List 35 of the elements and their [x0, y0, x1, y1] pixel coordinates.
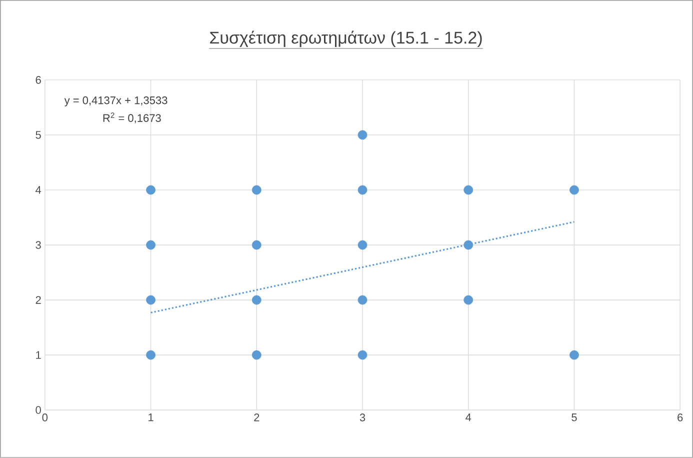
point — [146, 240, 156, 250]
annotation: y = 0,4137x + 1,3533 — [64, 96, 168, 106]
x-tick-label: 6 — [678, 414, 683, 422]
x-tick-label: 5 — [572, 414, 577, 422]
point — [464, 240, 474, 250]
point — [570, 185, 579, 195]
point — [464, 185, 474, 195]
point — [146, 295, 156, 305]
x-tick-label: 0 — [42, 414, 48, 422]
y-tick-label: 2 — [36, 296, 41, 304]
point — [464, 295, 474, 305]
annotation: R$^{2}$ = 0,1673 — [103, 112, 161, 124]
y-tick-label: 5 — [36, 131, 41, 139]
x-tick-label: 1 — [148, 414, 154, 422]
point — [570, 350, 579, 360]
point — [358, 350, 368, 360]
x-tick-label: 3 — [360, 414, 366, 422]
point — [146, 350, 156, 360]
point — [252, 240, 262, 250]
point — [146, 185, 156, 195]
y-tick-label: 6 — [36, 76, 41, 84]
chart-title: Συσχέτιση ερωτημάτων (15.1 - 15.2) — [210, 30, 482, 48]
point — [252, 295, 262, 305]
point — [358, 130, 368, 140]
y-tick-label: 0 — [36, 406, 41, 414]
y-tick-label: 4 — [36, 186, 42, 194]
point — [252, 350, 262, 360]
point — [252, 185, 262, 195]
x-tick-label: 2 — [254, 414, 260, 422]
x-tick-label: 4 — [466, 414, 472, 422]
point — [358, 240, 368, 250]
point — [358, 185, 368, 195]
point — [358, 295, 368, 305]
y-tick-label: 3 — [36, 241, 41, 249]
y-tick-label: 1 — [36, 351, 41, 359]
